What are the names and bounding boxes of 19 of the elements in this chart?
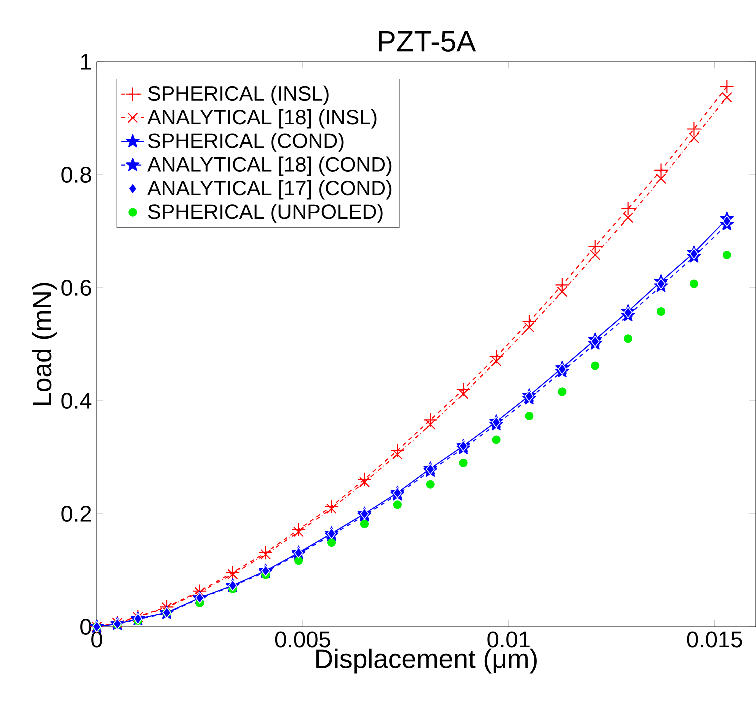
- y-tick-label: 0.2: [62, 506, 92, 522]
- legend-label: SPHERICAL (INSL): [148, 86, 329, 106]
- x-tick-label: 0.01: [488, 632, 530, 648]
- y-tick-label: 0: [80, 618, 92, 636]
- x-tick-label: 0.015: [687, 632, 742, 648]
- x-tick-label: 0.005: [275, 632, 330, 648]
- y-tick-label: 0.6: [62, 280, 92, 296]
- legend-label: ANALYTICAL [17] (COND): [148, 180, 392, 200]
- legend-label: ANALYTICAL [18] (INSL): [148, 110, 377, 129]
- x-axis-title: Displacement (μm): [316, 648, 537, 674]
- x-tick-label: 0: [92, 632, 102, 648]
- y-tick-label: 1: [81, 54, 92, 70]
- chart-title: PZT-5A: [379, 31, 476, 52]
- y-axis-title: Load (mN): [32, 283, 57, 406]
- y-tick-label: 0.4: [62, 392, 92, 410]
- y-tick-label: 0.8: [62, 166, 92, 184]
- legend-label: SPHERICAL (UNPOLED): [148, 204, 383, 224]
- legend-label: SPHERICAL (COND): [148, 133, 344, 152]
- legend-label: ANALYTICAL [18] (COND): [148, 156, 392, 176]
